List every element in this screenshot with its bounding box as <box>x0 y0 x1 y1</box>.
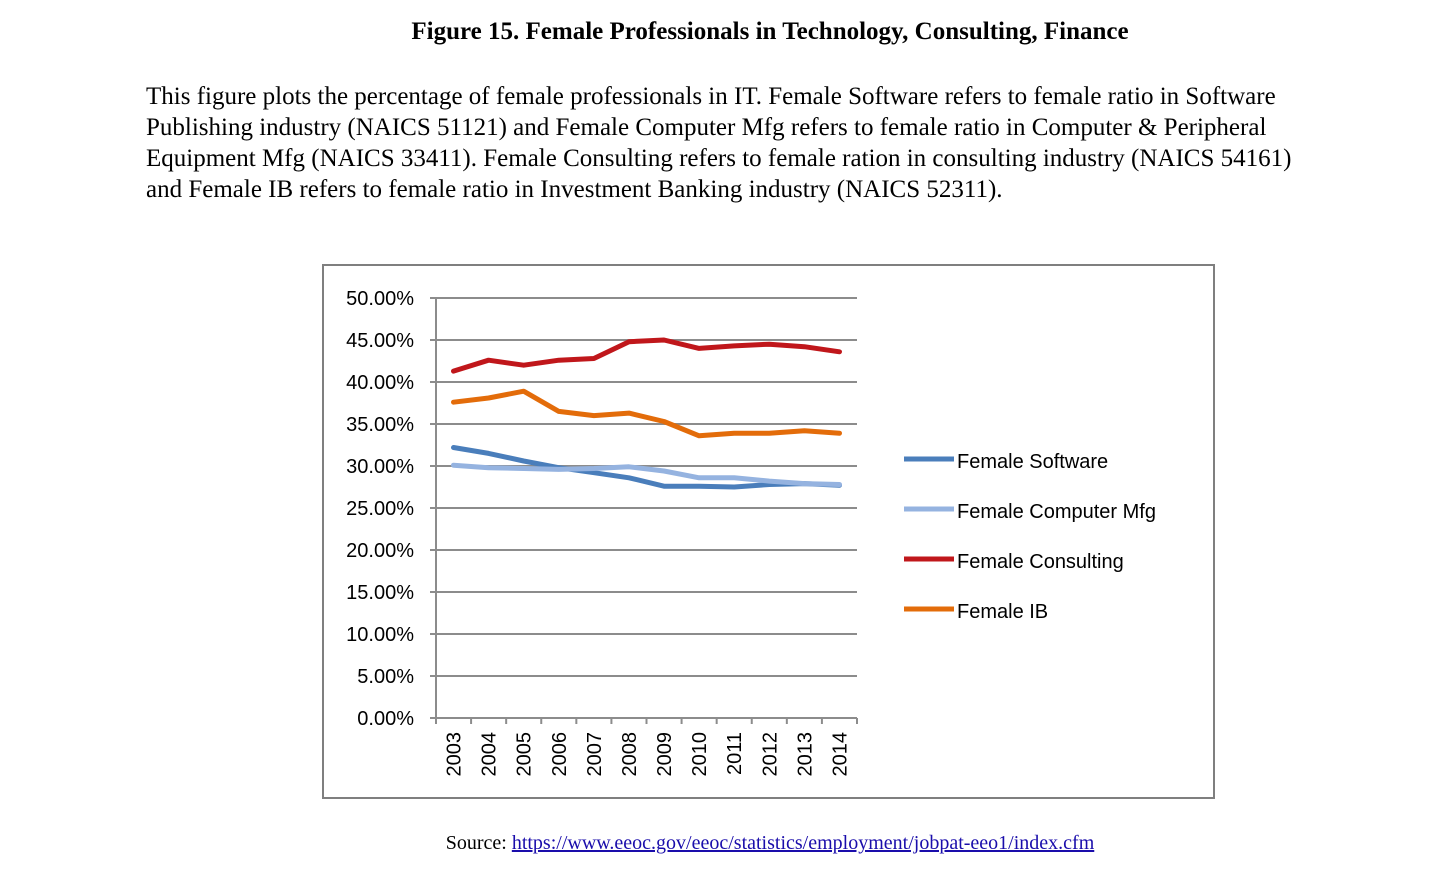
x-tick-label: 2014 <box>829 732 851 777</box>
legend-label: Female IB <box>957 601 1048 623</box>
source-link[interactable]: https://www.eeoc.gov/eeoc/statistics/emp… <box>511 832 1095 854</box>
series-line-female-computer-mfg <box>451 462 842 487</box>
x-tick-label: 2007 <box>584 732 606 777</box>
figure-title: Figure 15. Female Professionals in Techn… <box>411 18 1129 45</box>
x-tick-label: 2004 <box>479 732 501 777</box>
legend-item: Female Computer Mfg <box>904 501 1156 523</box>
x-tick-label: 2010 <box>689 732 711 777</box>
y-tick-label: 5.00% <box>357 666 414 688</box>
legend-item: Female Software <box>904 451 1108 473</box>
x-tick-label: 2006 <box>549 732 571 777</box>
axes: 0.00% 5.00% 10.00% 15.00% 20.00% 25.00% 30.00%… <box>346 288 858 777</box>
y-tick-label: 25.00% <box>346 498 414 520</box>
legend: Female Software Female Computer Mfg Female… <box>904 451 1156 623</box>
y-tick-label: 35.00% <box>346 414 414 436</box>
y-tick-label: 40.00% <box>346 372 414 394</box>
series-line-female-software <box>451 445 842 490</box>
y-tick-label: 50.00% <box>346 288 414 310</box>
legend-label: Female Consulting <box>957 551 1124 573</box>
source-line: Source: https://www.eeoc.gov/eeoc/statis… <box>0 832 1456 855</box>
y-tick-label: 10.00% <box>346 624 414 646</box>
x-tick-label: 2008 <box>619 732 641 777</box>
y-tick-label: 45.00% <box>346 330 414 352</box>
legend-item: Female Consulting <box>904 551 1124 573</box>
y-tick-label: 15.00% <box>346 582 414 604</box>
series-line-female-ib <box>451 388 842 439</box>
x-tick-label: 2009 <box>654 732 676 777</box>
x-tick-label: 2013 <box>794 732 816 777</box>
chart-frame <box>322 264 1215 799</box>
legend-label: Female Computer Mfg <box>957 501 1156 523</box>
y-tick-label: 0.00% <box>357 708 414 730</box>
series-lines <box>451 337 842 490</box>
series-line-female-consulting <box>451 337 842 374</box>
y-tick-label: 20.00% <box>346 540 414 562</box>
legend-item: Female IB <box>904 601 1048 623</box>
figure-caption: This figure plots the percentage of fema… <box>146 83 1292 203</box>
x-tick-label: 2011 <box>724 732 746 775</box>
source-label: Source: <box>445 832 507 854</box>
y-tick-label: 30.00% <box>346 456 414 478</box>
x-tick-label: 2012 <box>759 732 781 777</box>
x-tick-label: 2003 <box>444 732 466 777</box>
x-tick-label: 2005 <box>514 732 536 777</box>
legend-label: Female Software <box>957 451 1108 473</box>
